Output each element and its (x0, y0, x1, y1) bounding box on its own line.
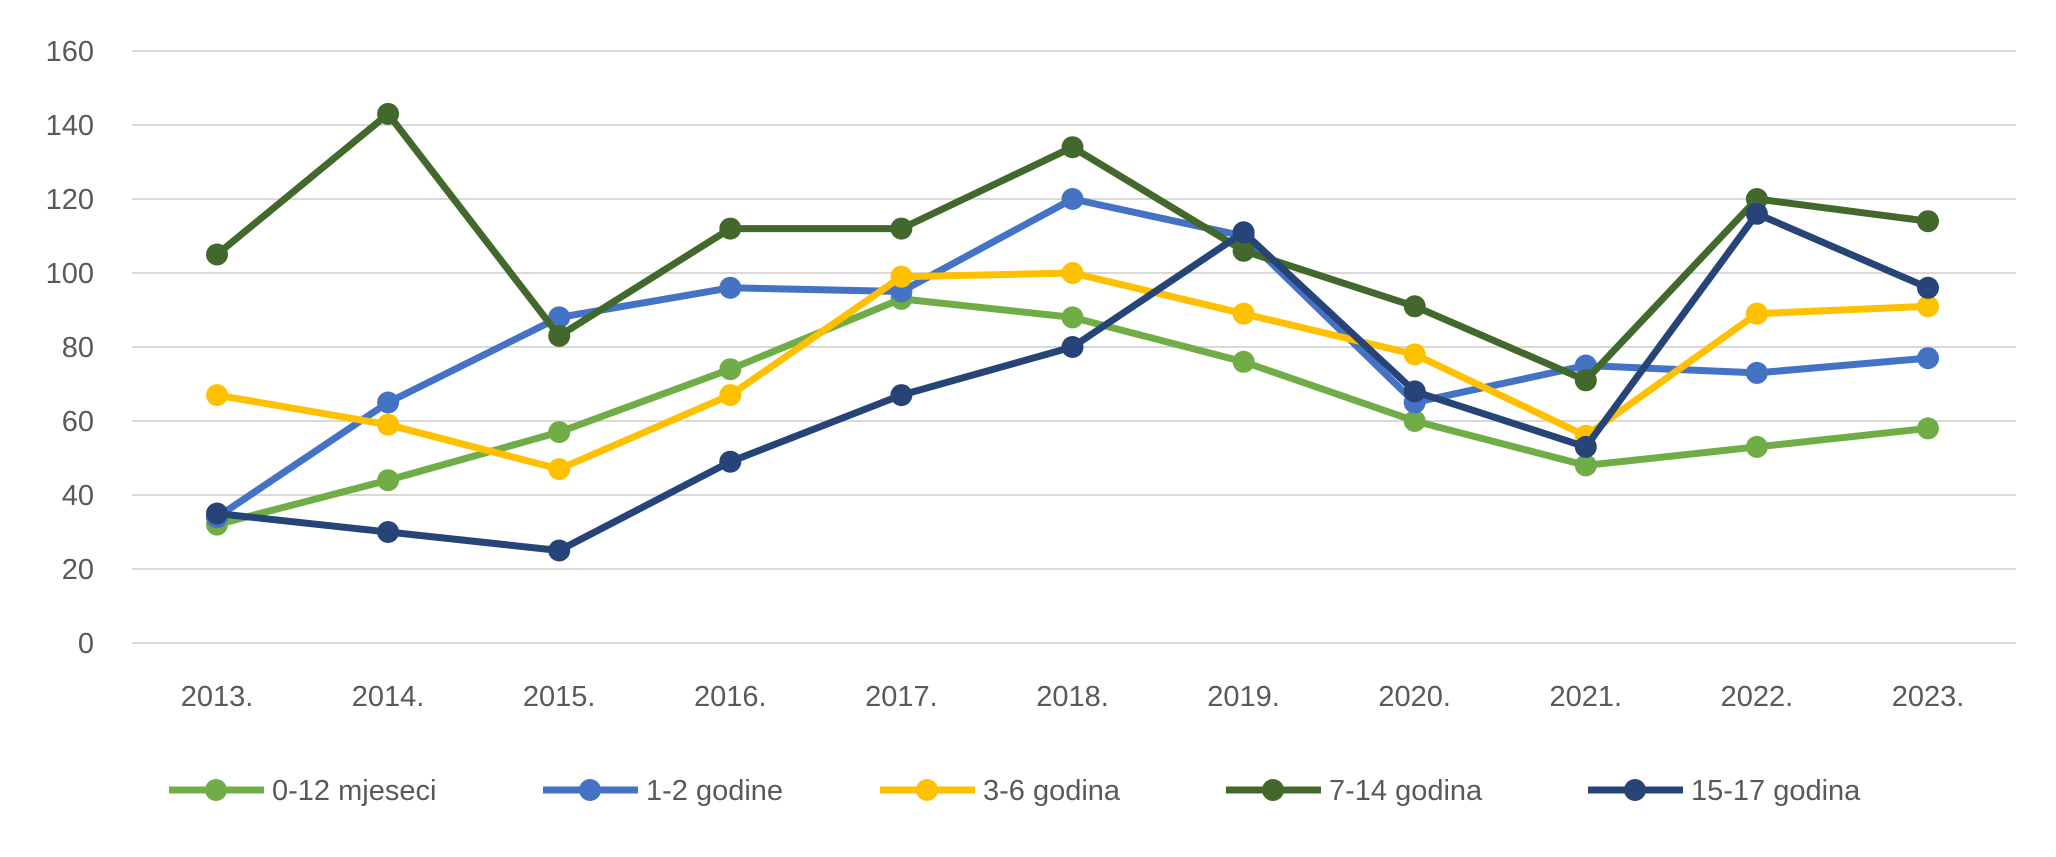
x-tick-label: 2021. (1550, 681, 1623, 713)
data-point (719, 450, 742, 473)
y-tick-label: 100 (46, 258, 94, 290)
y-tick-label: 0 (78, 628, 94, 660)
data-point (890, 384, 913, 407)
data-point (377, 413, 400, 436)
data-point (1061, 306, 1084, 329)
legend: 0-12 mjeseci 1-2 godine 3-6 godina 7-14 god… (169, 775, 1861, 807)
data-point (548, 539, 571, 562)
legend-item: 15-17 godina (1588, 775, 1861, 807)
data-point (206, 243, 228, 266)
y-tick-label: 120 (46, 184, 94, 216)
data-point (719, 217, 742, 240)
data-point (377, 521, 400, 543)
y-tick-label: 80 (62, 332, 94, 364)
legend-marker (205, 779, 227, 801)
data-point (1745, 202, 1768, 225)
data-point (377, 391, 400, 414)
series-line (215, 195, 1929, 521)
data-point (1917, 417, 1939, 440)
y-tick-label: 20 (62, 554, 94, 586)
x-tick-label: 2022. (1721, 681, 1794, 713)
data-point (1232, 239, 1255, 262)
data-point (1745, 435, 1768, 458)
x-tick-label: 2016. (694, 681, 767, 713)
data-point (1061, 188, 1084, 210)
data-point (548, 458, 571, 481)
legend-label: 0-12 mjeseci (272, 775, 436, 807)
series-4 (206, 202, 1939, 562)
legend-marker (579, 779, 601, 801)
y-tick-label: 160 (46, 36, 94, 68)
legend-marker (916, 779, 938, 801)
data-point (1745, 302, 1768, 325)
data-point (1061, 336, 1084, 358)
y-tick-label: 40 (62, 480, 94, 512)
legend-item: 1-2 godine (543, 775, 783, 807)
data-point (719, 276, 742, 299)
x-axis-ticks: 2013. 2014. 2015. 2016. 2017. 2018. 2019. 2020.… (181, 681, 1965, 713)
data-point (1061, 136, 1084, 159)
data-point (206, 502, 228, 525)
data-point (377, 469, 400, 492)
legend-label: 1-2 godine (646, 775, 783, 807)
data-point (548, 421, 571, 444)
x-tick-label: 2013. (181, 681, 254, 713)
data-point (548, 324, 571, 347)
data-point (1403, 410, 1426, 432)
data-point (1745, 361, 1768, 384)
data-point (890, 265, 913, 288)
series-0 (206, 287, 1939, 536)
series-3 (206, 102, 1939, 392)
data-point (1403, 380, 1426, 403)
legend-label: 7-14 godina (1329, 775, 1483, 807)
legend-label: 15-17 godina (1691, 775, 1861, 807)
data-point (206, 384, 228, 407)
series-group (206, 102, 1939, 562)
data-point (1917, 276, 1939, 299)
x-tick-label: 2015. (523, 681, 596, 713)
data-point (1917, 347, 1939, 370)
legend-marker (1262, 779, 1284, 801)
legend-item: 7-14 godina (1226, 775, 1483, 807)
data-point (1232, 302, 1255, 325)
data-point (1574, 454, 1597, 477)
data-point (1232, 221, 1255, 244)
data-point (1917, 295, 1939, 318)
data-point (890, 217, 913, 240)
x-tick-label: 2018. (1036, 681, 1109, 713)
data-point (1061, 262, 1084, 284)
x-tick-label: 2014. (352, 681, 425, 713)
data-point (1403, 295, 1426, 318)
legend-item: 0-12 mjeseci (169, 775, 436, 807)
x-tick-label: 2017. (865, 681, 938, 713)
data-point (377, 102, 400, 125)
series-1 (206, 188, 1939, 529)
series-2 (206, 262, 1939, 481)
x-tick-label: 2019. (1207, 681, 1280, 713)
legend-item: 3-6 godina (880, 775, 1121, 807)
legend-marker (1624, 779, 1646, 801)
y-axis-ticks: 0 20 40 60 80 100 120 140 160 (46, 36, 94, 660)
series-line (216, 269, 1929, 473)
x-tick-label: 2020. (1378, 681, 1451, 713)
data-point (1403, 343, 1426, 366)
data-point (1917, 210, 1939, 233)
data-point (1232, 350, 1255, 373)
data-point (1574, 435, 1597, 458)
y-tick-label: 140 (46, 110, 94, 142)
data-point (719, 358, 742, 381)
y-tick-label: 60 (62, 406, 94, 438)
data-point (719, 384, 742, 407)
legend-label: 3-6 godina (983, 775, 1121, 807)
data-point (1574, 369, 1597, 392)
x-tick-label: 2023. (1892, 681, 1965, 713)
data-point (548, 306, 571, 329)
